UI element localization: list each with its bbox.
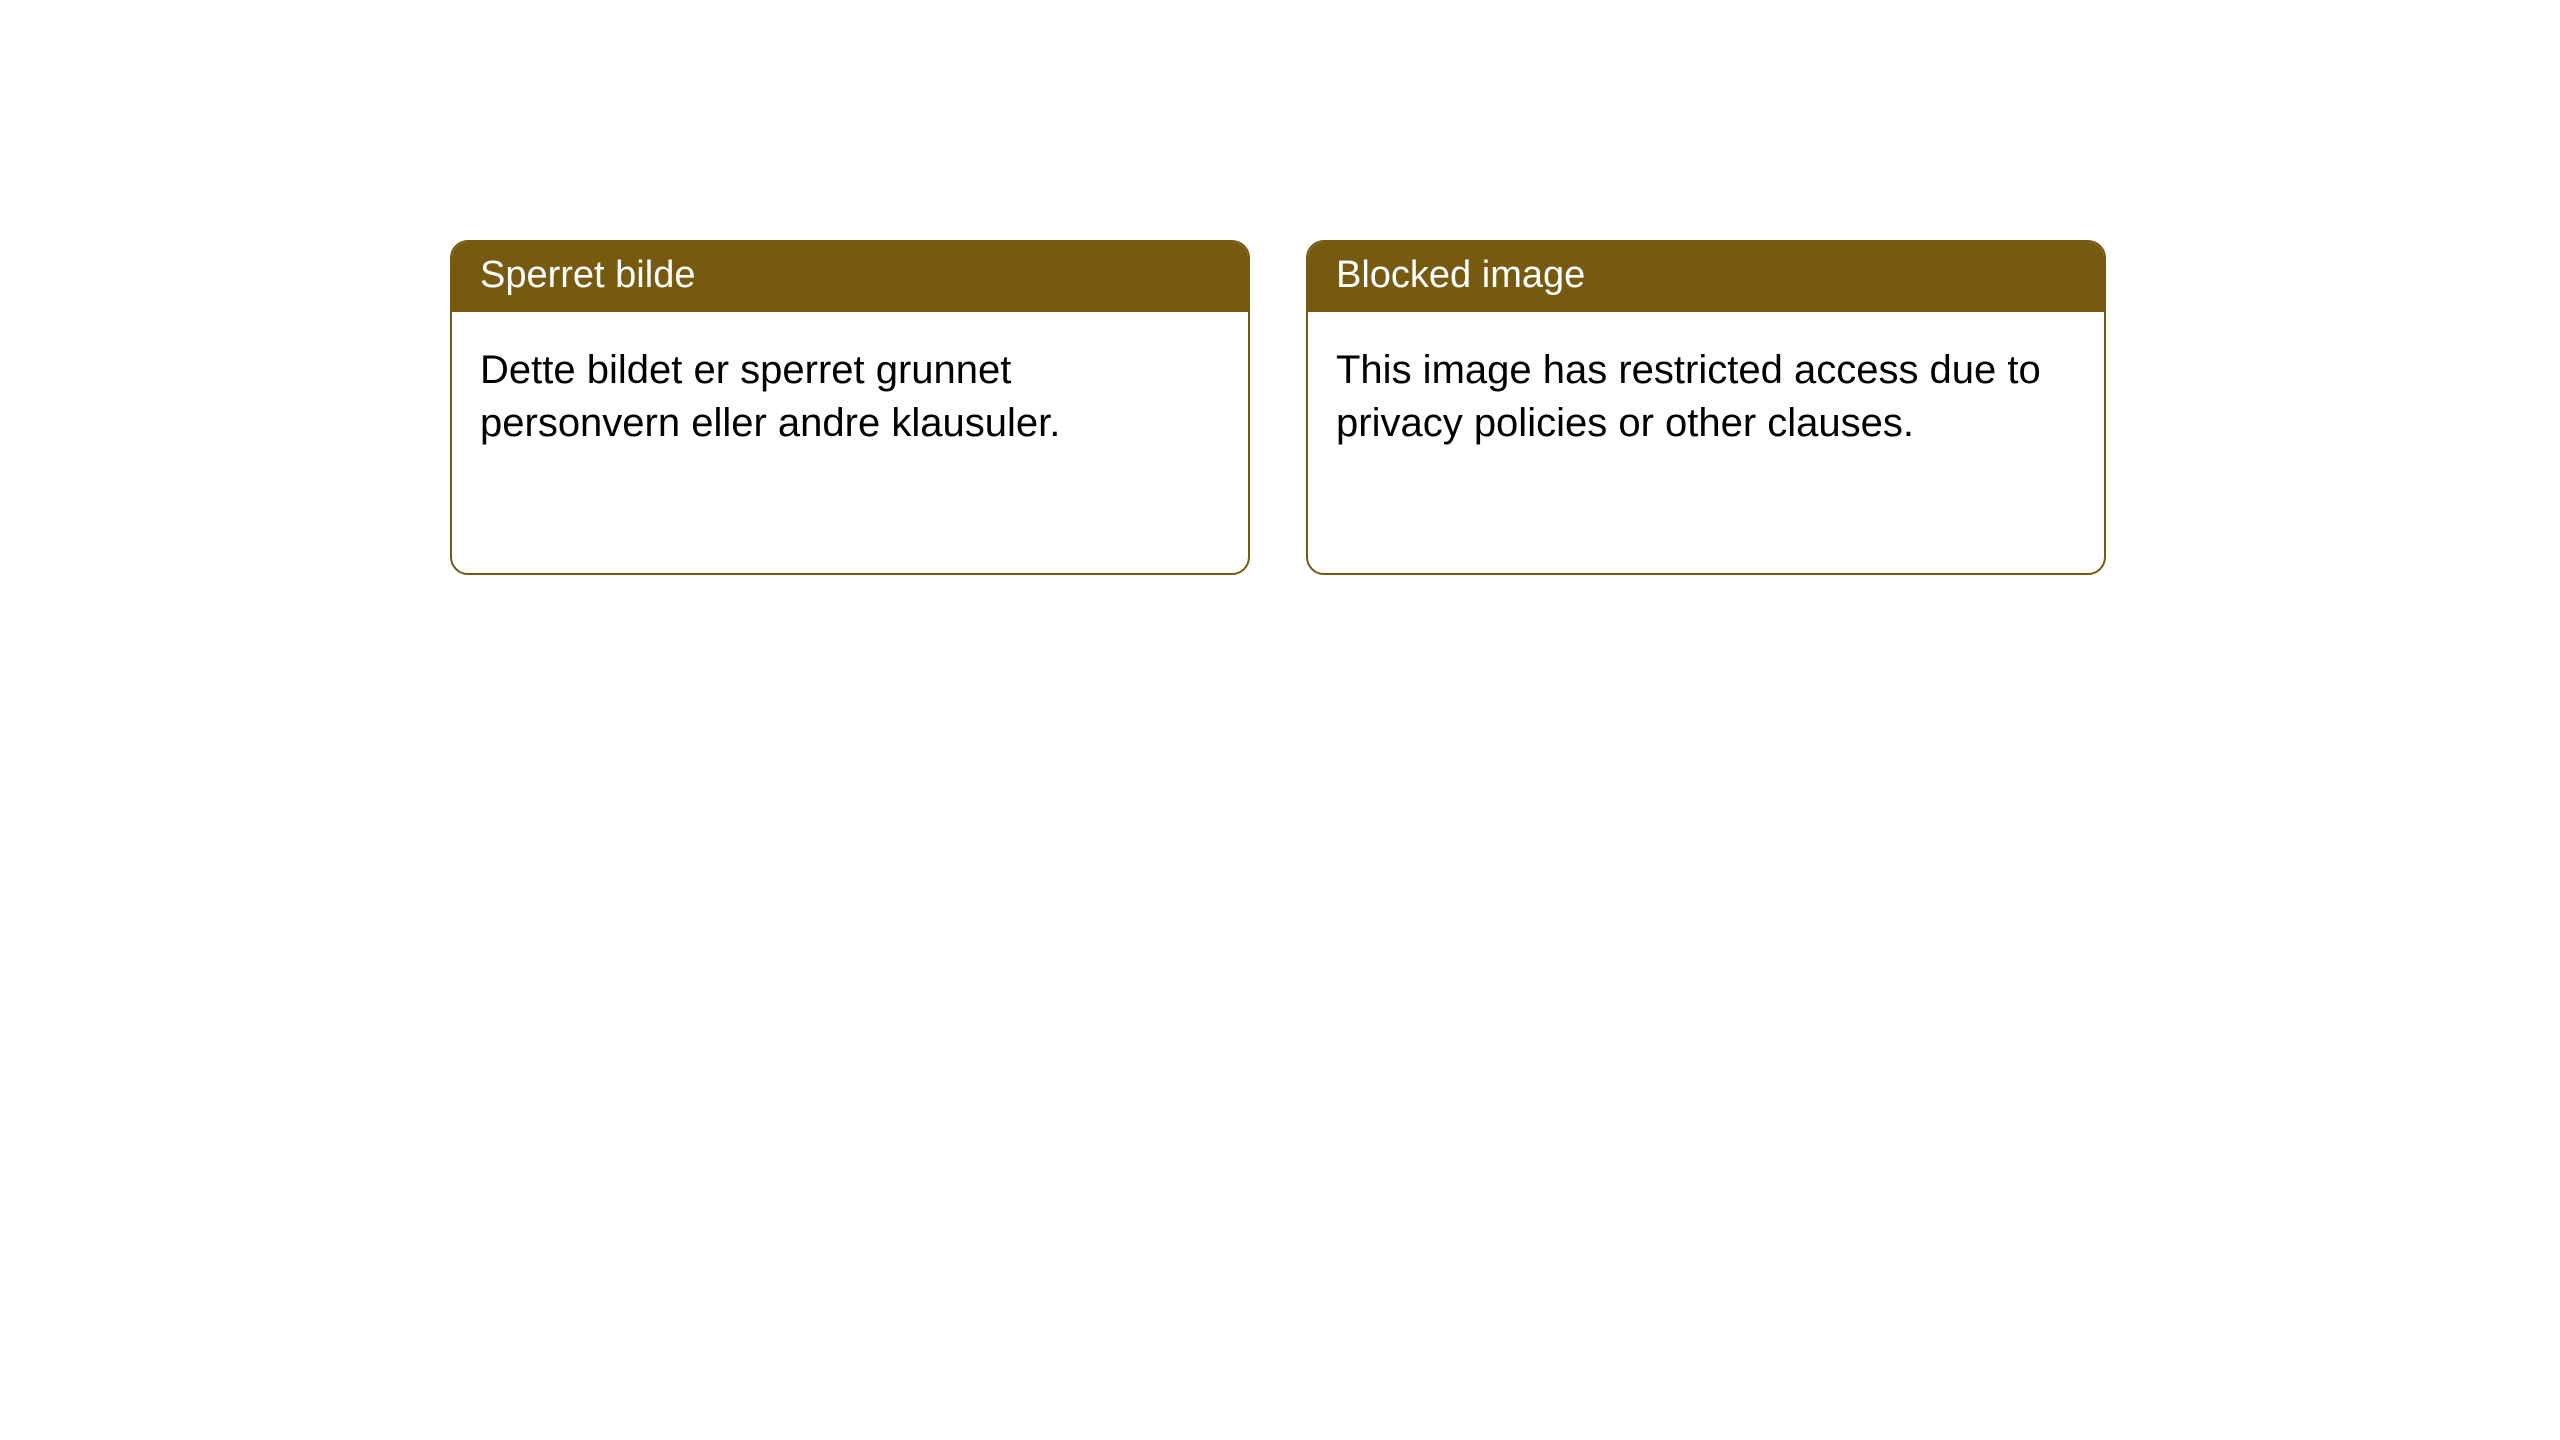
notice-card-en: Blocked image This image has restricted …: [1306, 240, 2106, 575]
notice-card-no: Sperret bilde Dette bildet er sperret gr…: [450, 240, 1250, 575]
notice-card-body-no: Dette bildet er sperret grunnet personve…: [452, 312, 1248, 574]
notice-card-title-no: Sperret bilde: [452, 242, 1248, 312]
notice-card-body-en: This image has restricted access due to …: [1308, 312, 2104, 574]
notice-card-title-en: Blocked image: [1308, 242, 2104, 312]
notice-row: Sperret bilde Dette bildet er sperret gr…: [450, 240, 2106, 575]
